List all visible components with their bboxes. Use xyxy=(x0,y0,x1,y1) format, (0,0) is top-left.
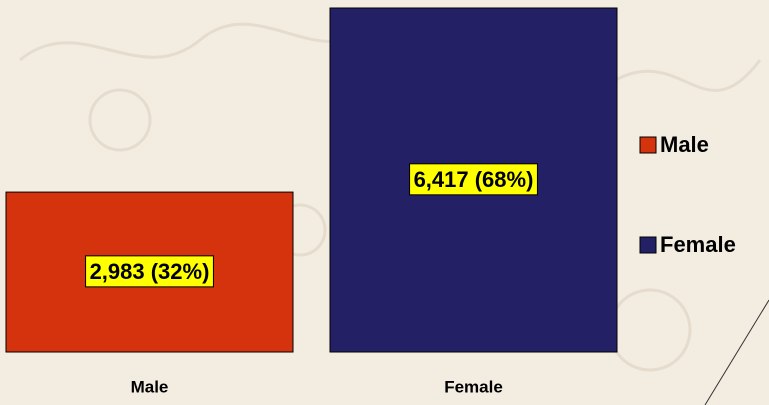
decor-line xyxy=(704,299,769,405)
x-tick-label: Female xyxy=(444,377,503,396)
legend-swatch xyxy=(639,236,657,254)
legend-label: Female xyxy=(660,232,736,257)
value-label: 6,417 (68%) xyxy=(414,167,534,192)
value-label-box xyxy=(85,255,214,288)
legend-swatch xyxy=(639,136,657,154)
value-label-box xyxy=(409,163,538,196)
value-label: 2,983 (32%) xyxy=(90,259,210,284)
legend-label: Male xyxy=(660,132,709,157)
x-tick-label: Male xyxy=(131,377,169,396)
